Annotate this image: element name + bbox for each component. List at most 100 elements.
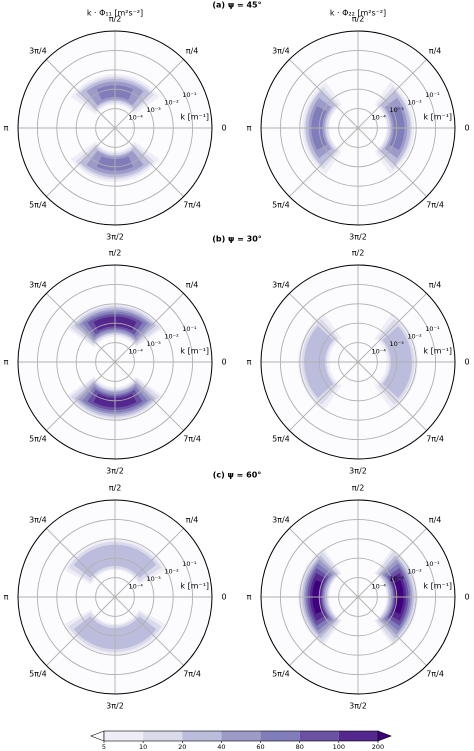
chart-title: k · Φ₂₂ [m²s⁻²]: [330, 9, 386, 18]
angular-grid-line: [114, 528, 184, 598]
r-tick-label: 10⁻³: [389, 575, 404, 583]
theta-tick-label: 0: [464, 124, 469, 133]
angular-grid-line: [289, 361, 359, 431]
r-tick-label: 10⁻²: [407, 333, 422, 341]
colorbar-tick-label: 200: [372, 743, 384, 751]
colorbar-segment: [299, 731, 339, 741]
angular-grid-line: [289, 293, 359, 363]
r-tick-label: 10⁻¹: [182, 91, 197, 99]
theta-tick-label: π/2: [352, 15, 365, 24]
theta-tick-label: 7π/4: [426, 670, 444, 679]
theta-tick-label: π: [4, 593, 9, 602]
theta-tick-label: 3π/2: [106, 702, 124, 711]
colorbar-segment: [338, 731, 378, 741]
colorbar-tick-label: 10: [139, 743, 147, 751]
row-title: (c) ψ = 60°: [213, 471, 262, 480]
theta-tick-label: π/4: [186, 515, 199, 524]
r-tick-label: 10⁻²: [164, 568, 179, 576]
colorbar-tick-label: 80: [296, 743, 304, 751]
r-axis-label: k [m⁻¹]: [423, 112, 452, 121]
angular-grid-line: [114, 127, 184, 197]
theta-tick-label: 7π/4: [183, 435, 201, 444]
theta-tick-label: π: [247, 593, 252, 602]
theta-tick-label: 5π/4: [272, 201, 290, 210]
theta-tick-label: 3π/4: [272, 515, 290, 524]
polar-frame: [17, 30, 213, 226]
colorbar-extend-high: [377, 730, 392, 742]
r-axis-label: k [m⁻¹]: [423, 581, 452, 590]
r-tick-label: 10⁻⁴: [372, 582, 387, 590]
angular-grid-line: [46, 361, 116, 431]
angular-grid-line: [357, 293, 427, 363]
r-tick-label: 10⁻²: [407, 99, 422, 107]
r-tick-label: 10⁻¹: [425, 91, 440, 99]
theta-tick-label: 0: [221, 358, 226, 367]
r-tick-label: 10⁻⁴: [129, 347, 144, 355]
angular-grid-line: [46, 59, 116, 129]
angular-grid-line: [114, 59, 184, 129]
angular-grid-line: [46, 127, 116, 197]
r-tick-label: 10⁻¹: [182, 560, 197, 568]
theta-tick-label: 0: [464, 358, 469, 367]
polar-frame: [17, 264, 213, 460]
r-tick-label: 10⁻²: [164, 99, 179, 107]
r-tick-label: 10⁻⁴: [129, 582, 144, 590]
angular-grid-line: [289, 596, 359, 666]
theta-tick-label: 3π/2: [349, 467, 367, 476]
theta-tick-label: 3π/2: [349, 233, 367, 242]
angular-grid-line: [289, 127, 359, 197]
r-tick-label: 10⁻³: [146, 575, 161, 583]
theta-tick-label: π/4: [429, 46, 442, 55]
theta-tick-label: π: [4, 358, 9, 367]
theta-tick-label: 5π/4: [272, 670, 290, 679]
colorbar-segment: [104, 731, 144, 741]
angular-grid-line: [357, 59, 427, 129]
theta-tick-label: 7π/4: [426, 201, 444, 210]
angular-grid-line: [114, 361, 184, 431]
angular-grid-line: [289, 528, 359, 598]
theta-tick-label: π: [247, 358, 252, 367]
angular-grid-line: [357, 528, 427, 598]
colorbar-tick-label: 20: [178, 743, 186, 751]
angular-grid-line: [114, 293, 184, 363]
r-tick-label: 10⁻¹: [425, 325, 440, 333]
theta-tick-label: 0: [464, 593, 469, 602]
theta-tick-label: 5π/4: [29, 435, 47, 444]
theta-tick-label: 3π/2: [349, 702, 367, 711]
colorbar-frame: [103, 730, 379, 742]
theta-tick-label: 3π/4: [29, 515, 47, 524]
colorbar-tick-label: 100: [333, 743, 345, 751]
chart-title: k · Φ₁₁ [m²s⁻²]: [87, 9, 143, 18]
polar-frame: [17, 499, 213, 695]
r-axis-label: k [m⁻¹]: [180, 346, 209, 355]
angular-grid-line: [357, 361, 427, 431]
colorbar-tick-label: 60: [256, 743, 264, 751]
theta-tick-label: 3π/2: [106, 467, 124, 476]
r-tick-label: 10⁻⁴: [372, 347, 387, 355]
r-tick-label: 10⁻³: [389, 340, 404, 348]
angular-grid-line: [114, 596, 184, 666]
theta-tick-label: 7π/4: [183, 201, 201, 210]
theta-tick-label: π/2: [109, 15, 122, 24]
polar-frame: [260, 30, 456, 226]
theta-tick-label: 5π/4: [272, 435, 290, 444]
angular-grid-line: [357, 596, 427, 666]
theta-tick-label: π: [4, 124, 9, 133]
theta-tick-label: 5π/4: [29, 201, 47, 210]
row-title: (b) ψ = 30°: [212, 235, 262, 244]
theta-tick-label: π/4: [186, 46, 199, 55]
polar-frame: [260, 264, 456, 460]
theta-tick-label: π/2: [109, 249, 122, 258]
colorbar-tick-label: 5: [102, 743, 106, 751]
angular-grid-line: [357, 127, 427, 197]
r-tick-label: 10⁻³: [389, 106, 404, 114]
theta-tick-label: 0: [221, 124, 226, 133]
theta-tick-label: 3π/4: [29, 46, 47, 55]
colorbar-segment: [182, 731, 222, 741]
r-tick-label: 10⁻⁴: [372, 113, 387, 121]
angular-grid-line: [289, 59, 359, 129]
theta-tick-label: π: [247, 124, 252, 133]
theta-tick-label: π/2: [352, 484, 365, 493]
r-tick-label: 10⁻²: [164, 333, 179, 341]
